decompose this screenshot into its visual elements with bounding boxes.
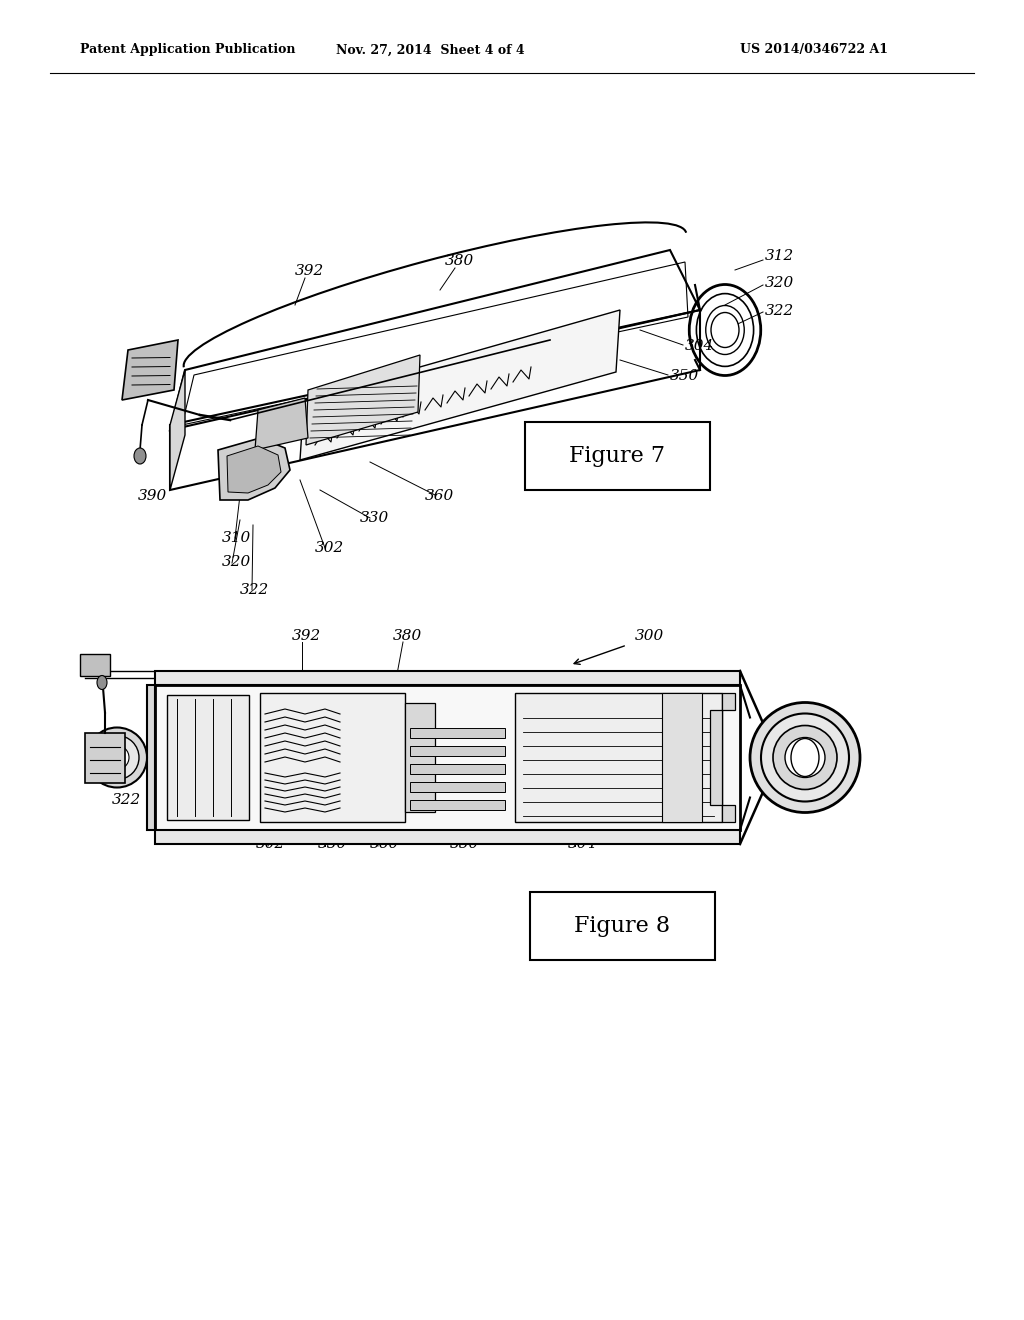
Text: 312: 312 — [765, 249, 795, 263]
Text: 330: 330 — [318, 837, 347, 851]
Polygon shape — [306, 355, 420, 445]
Text: 320: 320 — [112, 770, 141, 783]
Text: 322: 322 — [800, 763, 829, 777]
Bar — [410, 746, 505, 756]
Text: 312: 312 — [800, 709, 829, 723]
Text: 302: 302 — [315, 541, 344, 554]
Circle shape — [95, 735, 139, 780]
Text: 320: 320 — [765, 276, 795, 290]
Text: US 2014/0346722 A1: US 2014/0346722 A1 — [740, 44, 888, 57]
FancyBboxPatch shape — [530, 892, 715, 960]
Text: 302: 302 — [256, 837, 286, 851]
Ellipse shape — [134, 447, 146, 465]
Text: Nov. 27, 2014  Sheet 4 of 4: Nov. 27, 2014 Sheet 4 of 4 — [336, 44, 524, 57]
Bar — [260, 693, 406, 822]
Circle shape — [761, 714, 849, 801]
Bar — [80, 653, 110, 676]
Text: Figure 7: Figure 7 — [569, 445, 665, 467]
Bar — [155, 671, 740, 685]
Text: 390: 390 — [138, 488, 167, 503]
Text: 310: 310 — [222, 531, 251, 545]
Text: 380: 380 — [445, 253, 474, 268]
Circle shape — [750, 702, 860, 813]
Text: 380: 380 — [393, 630, 422, 643]
Text: 350: 350 — [450, 837, 479, 851]
Text: Patent Application Publication: Patent Application Publication — [80, 44, 296, 57]
Text: 300: 300 — [635, 630, 665, 643]
Circle shape — [87, 727, 147, 788]
Text: 392: 392 — [295, 264, 325, 279]
Polygon shape — [255, 399, 308, 450]
Circle shape — [773, 726, 837, 789]
Polygon shape — [218, 438, 290, 500]
Bar — [167, 696, 249, 820]
Circle shape — [785, 738, 825, 777]
Bar — [410, 800, 505, 810]
Bar — [410, 781, 505, 792]
Polygon shape — [227, 446, 281, 492]
Bar — [410, 764, 505, 774]
Text: 310: 310 — [112, 747, 141, 762]
Text: 392: 392 — [292, 630, 322, 643]
FancyBboxPatch shape — [525, 422, 710, 490]
Bar — [406, 704, 435, 812]
Ellipse shape — [791, 738, 819, 776]
Ellipse shape — [711, 313, 739, 347]
Text: 360: 360 — [425, 488, 455, 503]
Ellipse shape — [97, 676, 106, 689]
Bar — [147, 685, 155, 830]
Text: 350: 350 — [670, 370, 699, 383]
Bar — [155, 830, 740, 843]
Bar — [662, 693, 702, 822]
Text: 304: 304 — [568, 837, 597, 851]
Polygon shape — [710, 693, 735, 822]
Bar — [410, 729, 505, 738]
Polygon shape — [122, 341, 178, 400]
Bar — [515, 693, 722, 822]
Text: 322: 322 — [765, 304, 795, 318]
Text: 330: 330 — [360, 511, 389, 525]
Bar — [155, 685, 740, 830]
Text: 322: 322 — [112, 793, 141, 807]
Text: 360: 360 — [370, 837, 399, 851]
Bar — [85, 733, 125, 783]
Polygon shape — [170, 370, 185, 490]
Text: 320: 320 — [800, 735, 829, 748]
Text: 320: 320 — [222, 554, 251, 569]
Text: Figure 8: Figure 8 — [573, 915, 670, 937]
Circle shape — [105, 746, 129, 770]
Text: 322: 322 — [240, 583, 269, 597]
Bar — [155, 685, 740, 830]
Text: 304: 304 — [685, 339, 715, 352]
Polygon shape — [300, 310, 620, 459]
